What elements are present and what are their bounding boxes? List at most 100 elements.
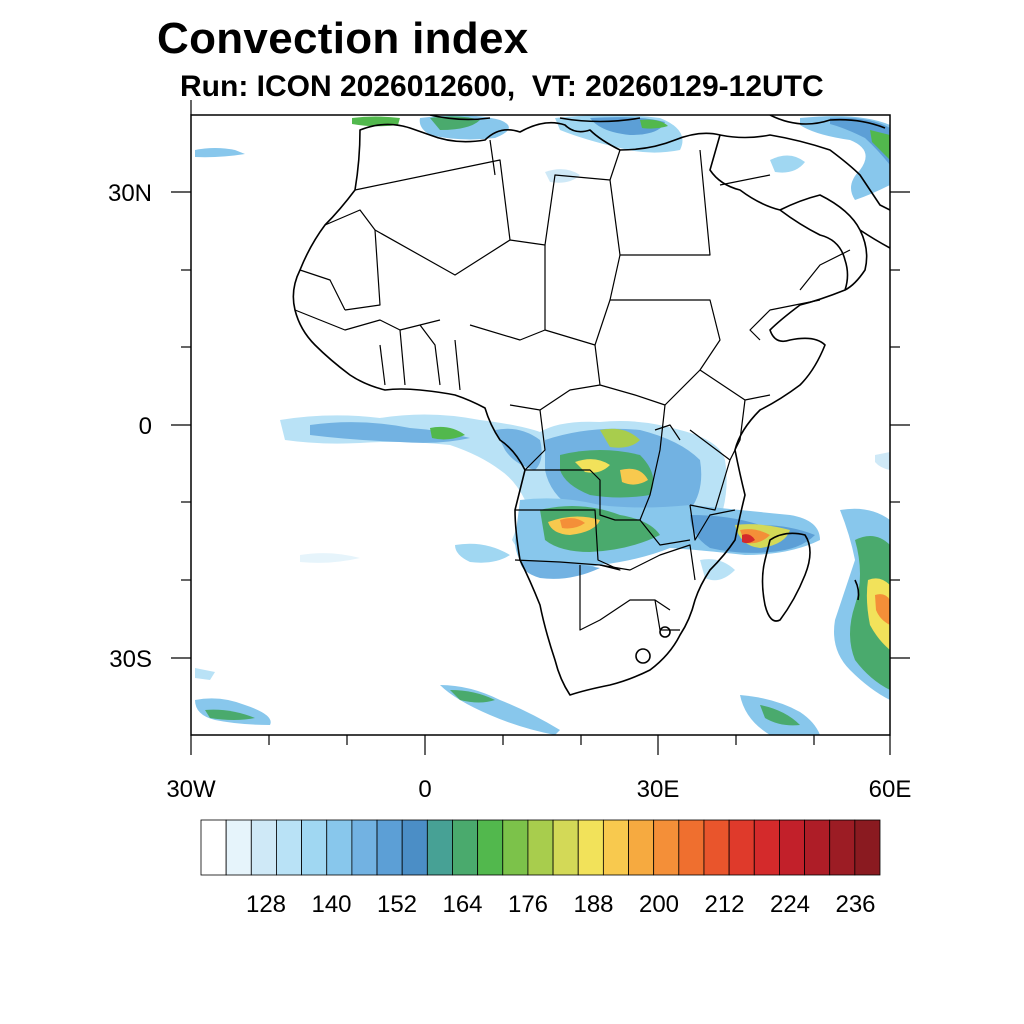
field-patch [700, 559, 735, 581]
lesotho-outline [635, 648, 651, 664]
colorbar-swatch [326, 819, 353, 876]
colorbar-swatch [753, 819, 780, 876]
x-tick-label: 60E [869, 776, 912, 803]
border [525, 469, 691, 546]
coastlines [292, 115, 890, 696]
colorbar-swatch [351, 819, 378, 876]
field-patch [640, 119, 668, 129]
country-borders [294, 139, 851, 631]
border [749, 299, 821, 341]
colorbar-label: 188 [573, 891, 613, 918]
colorbar-swatch [452, 819, 479, 876]
x-tick-label: 30E [637, 776, 680, 803]
greece-coast [559, 117, 641, 123]
colorbar-swatch [628, 819, 655, 876]
convection-field [195, 115, 890, 735]
field-patch [870, 130, 890, 160]
border [419, 324, 441, 386]
x-tick-label: 0 [418, 776, 431, 803]
border [620, 149, 711, 256]
madagascar-coast [761, 532, 811, 622]
colorbar-swatch [502, 819, 529, 876]
border [544, 254, 621, 346]
field-patch [205, 709, 255, 720]
field-patch [560, 518, 585, 529]
colorbar-swatch [225, 819, 252, 876]
border [654, 599, 680, 631]
field-patch [195, 148, 245, 158]
border [609, 149, 621, 181]
border [379, 344, 386, 386]
border [654, 424, 681, 441]
colorbar-label: 152 [377, 891, 417, 918]
chart-subtitle: Run: ICON 2026012600, VT: 20260129-12UTC [180, 70, 824, 103]
colorbar-label: 128 [246, 891, 286, 918]
colorbar-swatch [577, 819, 604, 876]
colorbar [200, 819, 881, 876]
field-patch [495, 428, 542, 470]
colorbar-swatch [653, 819, 680, 876]
colorbar-swatch [602, 819, 629, 876]
colorbar-label: 164 [442, 891, 482, 918]
colorbar-swatch [276, 819, 302, 876]
field-patch [742, 534, 755, 544]
border [354, 159, 511, 241]
colorbar-swatch [477, 819, 504, 876]
colorbar-label: 140 [311, 891, 351, 918]
colorbar-swatch [200, 819, 227, 876]
border [489, 139, 496, 176]
colorbar-label: 224 [770, 891, 810, 918]
border [514, 544, 696, 581]
x-tick-label: 30W [166, 776, 216, 803]
eswatini-outline [659, 626, 671, 638]
colorbar-swatch [426, 819, 453, 876]
field-patch [770, 155, 805, 173]
field-patch [300, 553, 360, 563]
colorbar-label: 176 [508, 891, 548, 918]
colorbar-swatch [779, 819, 805, 876]
border [299, 269, 346, 311]
field-patch [310, 422, 470, 443]
field-patch [195, 668, 215, 680]
colorbar-swatch [678, 819, 705, 876]
y-tick-label: 30S [109, 646, 152, 673]
colorbar-swatch [552, 819, 579, 876]
colorbar-labels: 128 140 152 164 176 188 200 212 224 236 [246, 891, 876, 918]
middle-east-coast [719, 134, 890, 211]
field-patch [620, 468, 648, 485]
mascarene-island [854, 579, 860, 601]
field-patch [430, 426, 465, 440]
chart-title: Convection index [157, 14, 529, 63]
border [610, 299, 721, 371]
border [469, 245, 546, 341]
colorbar-swatch [527, 819, 554, 876]
field-patch [455, 543, 510, 563]
colorbar-swatch [703, 819, 730, 876]
colorbar-swatch [728, 819, 755, 876]
y-tick-label: 30N [108, 180, 152, 207]
italy-coast [429, 115, 491, 121]
axis-ticks [171, 100, 910, 755]
field-patch [575, 459, 610, 473]
turkey-coast [769, 115, 886, 129]
border [509, 384, 601, 411]
colorbar-swatch [804, 819, 831, 876]
colorbar-swatch [250, 819, 277, 876]
field-patch [875, 594, 890, 625]
border [515, 509, 621, 571]
border [454, 339, 461, 391]
field-patch [875, 452, 890, 470]
colorbar-swatch [829, 819, 856, 876]
africa-coastline [292, 121, 849, 696]
border [689, 429, 731, 511]
border [719, 174, 771, 186]
colorbar-swatch [301, 819, 328, 876]
border [729, 399, 746, 461]
field-patch [450, 690, 495, 703]
border [524, 409, 546, 471]
border [579, 565, 671, 631]
field-patch [760, 705, 800, 726]
colorbar-label: 200 [639, 891, 679, 918]
gulf-coast [859, 229, 890, 249]
